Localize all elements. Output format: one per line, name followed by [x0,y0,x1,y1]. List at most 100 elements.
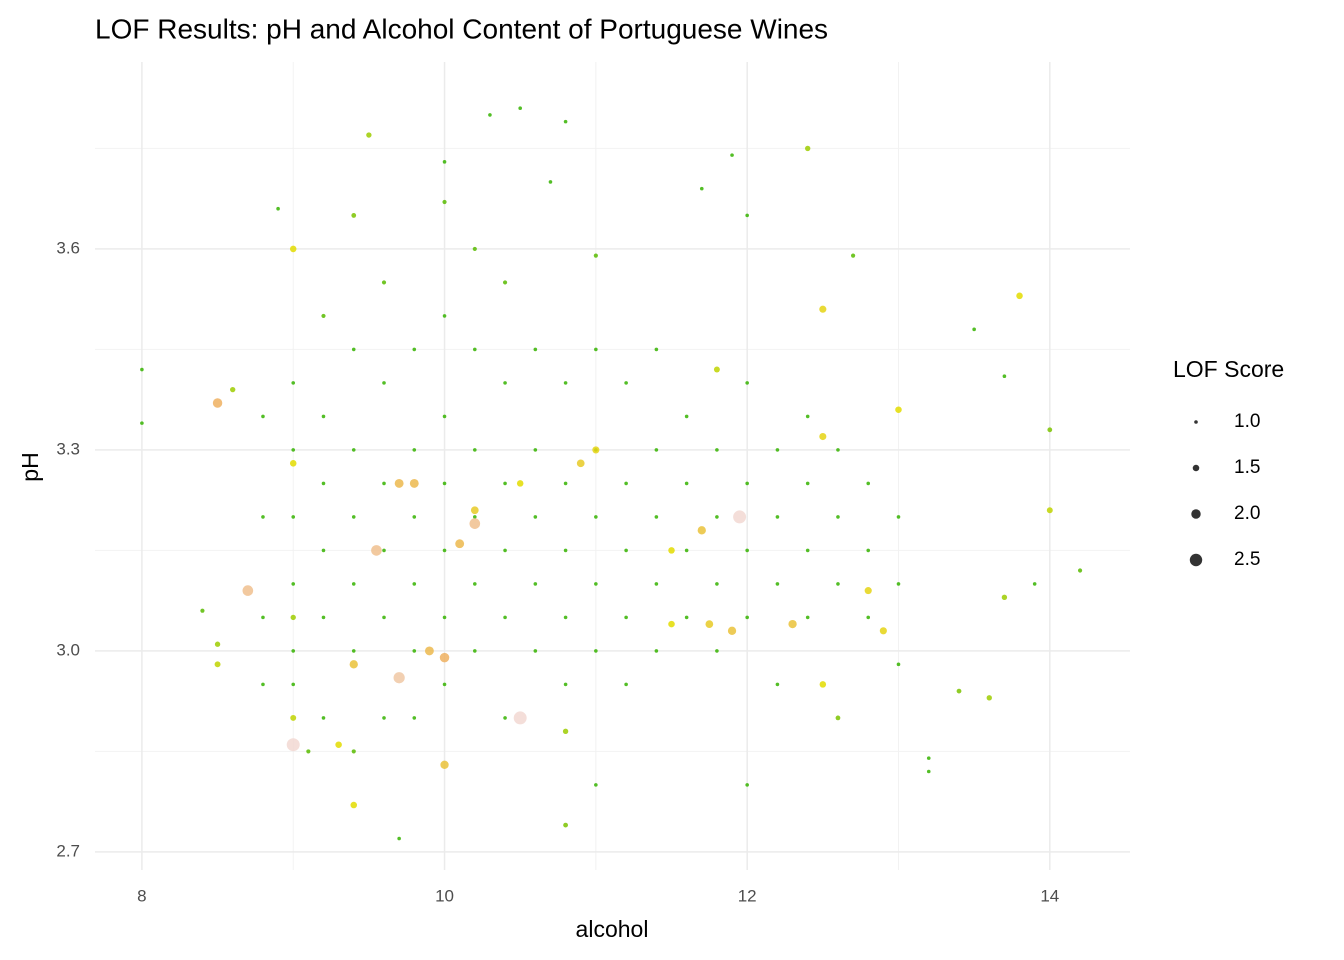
point [470,506,479,515]
legend-label: 2.0 [1234,503,1260,524]
legend-key [1194,420,1198,424]
point [745,783,749,787]
point [286,738,300,752]
point [745,548,749,553]
x-tick-label: 10 [435,886,454,905]
point [805,481,810,486]
point [351,649,356,653]
point [412,582,417,586]
legend-title: LOF Score [1173,356,1284,382]
point [488,113,492,117]
point [715,515,719,519]
point [864,587,872,595]
point [473,347,477,352]
point [745,381,749,385]
point [654,649,659,653]
point [350,801,358,809]
point [684,548,689,553]
point [819,681,827,688]
x-tick-label: 14 [1040,886,1059,905]
point [306,749,311,754]
point [442,199,447,205]
point [290,614,296,621]
legend-label: 1.5 [1234,457,1260,478]
legend-key [1191,509,1201,519]
y-axis-label: pH [17,452,43,481]
point [896,515,901,519]
point [518,106,522,111]
point [654,347,659,352]
point [503,481,507,486]
point [513,711,527,725]
point [351,582,356,586]
point [624,548,628,553]
point [699,186,704,191]
point [371,545,382,556]
point [593,253,598,258]
point [351,213,357,218]
point [351,515,356,519]
point [351,347,356,352]
y-tick-label: 3.6 [56,238,80,257]
point [805,414,810,419]
y-tick-label: 2.7 [56,841,80,860]
point [291,381,296,385]
point [775,582,780,586]
point [594,783,598,787]
point [409,478,419,488]
point [140,421,144,425]
point [442,314,447,318]
point [866,615,871,620]
point [412,649,417,653]
y-tick-label: 3.3 [56,439,80,458]
point [562,728,569,734]
point [393,672,405,684]
point [594,649,598,653]
point [1001,594,1008,600]
point [394,478,404,488]
point [351,448,356,452]
point [745,481,749,486]
point [1032,582,1037,586]
point [715,649,719,653]
point [455,539,465,549]
point [473,515,477,519]
point [321,548,326,553]
point [503,548,507,553]
point [956,688,962,694]
point [214,641,221,647]
point [503,615,507,620]
point [705,620,714,628]
point [502,280,508,285]
point [412,448,417,452]
point [412,716,417,720]
point [835,715,841,721]
legend-label: 2.5 [1234,549,1260,570]
point [261,615,265,620]
point [351,749,356,754]
point [727,626,737,635]
point [321,716,326,720]
point [503,716,507,720]
point [895,406,902,413]
point [836,582,840,586]
point [442,615,447,620]
point [366,132,372,138]
point [214,661,221,668]
point [289,245,297,253]
point [212,398,223,408]
point [926,769,931,774]
point [382,716,386,720]
point [926,756,931,760]
point [594,515,598,519]
legend-key [1189,553,1203,567]
point [424,646,434,656]
point [321,481,326,486]
point [1016,292,1023,300]
point [684,414,689,419]
point [503,381,507,385]
point [624,615,628,620]
point [548,180,553,184]
point [654,582,659,586]
